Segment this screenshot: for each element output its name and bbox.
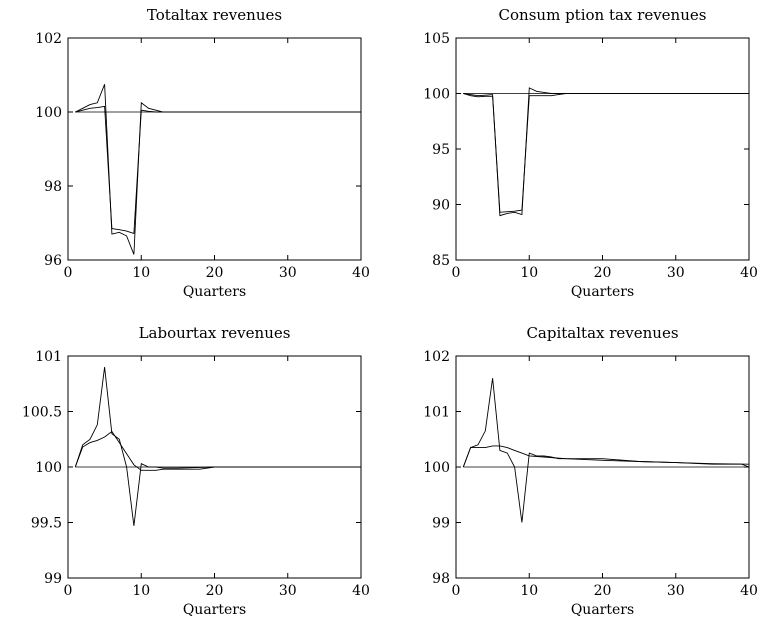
series-line-2	[75, 105, 361, 235]
y-tick-label: 98	[44, 179, 62, 195]
x-tick-label: 0	[64, 583, 73, 599]
x-axis-label: Quarters	[183, 602, 246, 618]
y-tick-label: 99.5	[31, 516, 62, 532]
plot-frame	[455, 37, 750, 261]
x-axis-label: Quarters	[571, 602, 634, 618]
y-tick-label: 102	[35, 31, 62, 47]
chart-panel-2: Consum ption tax revenues 0 10 20 30 40 85 90 95…	[423, 6, 758, 300]
y-tick-label: 100.5	[22, 405, 62, 421]
series-line-1	[74, 367, 361, 526]
x-tick-label: 0	[64, 265, 73, 281]
x-tick-label: 30	[667, 583, 685, 599]
y-tick-label: 100	[423, 460, 450, 476]
y-tick-label: 100	[35, 105, 62, 121]
series-line-1	[462, 378, 750, 523]
x-tick-label: 20	[594, 265, 612, 281]
y-tick-label: 85	[432, 253, 450, 269]
y-tick-label: 99	[432, 516, 450, 532]
series-line-1	[463, 87, 749, 217]
x-tick-label: 40	[352, 583, 370, 599]
x-tick-label: 10	[132, 265, 150, 281]
chart-panel-1: Totaltax revenues 0 10 20 30 40 96 98 100 102 Quar…	[35, 6, 370, 300]
y-tick-label: 96	[44, 253, 62, 269]
x-tick-label: 10	[520, 583, 538, 599]
x-tick-label: 20	[206, 265, 224, 281]
x-tick-label: 40	[740, 583, 758, 599]
y-tick-label: 90	[432, 198, 450, 214]
x-tick-label: 20	[594, 583, 612, 599]
chart-title: Totaltax revenues	[147, 6, 282, 24]
x-tick-label: 30	[279, 583, 297, 599]
x-tick-label: 30	[279, 265, 297, 281]
y-tick-label: 98	[432, 571, 450, 587]
y-tick-label: 101	[35, 349, 62, 365]
y-tick-label: 102	[423, 349, 450, 365]
x-tick-label: 0	[452, 265, 461, 281]
x-tick-label: 10	[132, 583, 150, 599]
x-axis-label: Quarters	[571, 284, 634, 300]
chart-panel-4: Capitaltax revenues 0 10 20 30 40 98 99 100 101 10…	[423, 324, 758, 618]
y-tick-label: 99	[44, 571, 62, 587]
y-tick-label: 101	[423, 405, 450, 421]
chart-title: Labourtax revenues	[139, 324, 291, 342]
x-axis-label: Quarters	[183, 284, 246, 300]
chart-panel-3: Labourtax revenues 0 10 20 30 40 99 99.5 100 100.…	[22, 324, 370, 618]
y-tick-label: 95	[432, 142, 450, 158]
y-tick-label: 100	[35, 460, 62, 476]
series-line-1	[75, 84, 361, 255]
series-line-2	[462, 445, 750, 468]
x-tick-label: 10	[520, 265, 538, 281]
series-line-2	[463, 93, 749, 213]
y-tick-label: 100	[423, 87, 450, 103]
chart-title: Consum ption tax revenues	[499, 6, 707, 24]
x-tick-label: 30	[667, 265, 685, 281]
series-line-2	[74, 430, 361, 471]
chart-title: Capitaltax revenues	[526, 324, 678, 342]
x-tick-label: 40	[352, 265, 370, 281]
x-tick-label: 20	[206, 583, 224, 599]
x-tick-label: 40	[740, 265, 758, 281]
x-tick-label: 0	[452, 583, 461, 599]
y-tick-label: 105	[423, 31, 450, 47]
